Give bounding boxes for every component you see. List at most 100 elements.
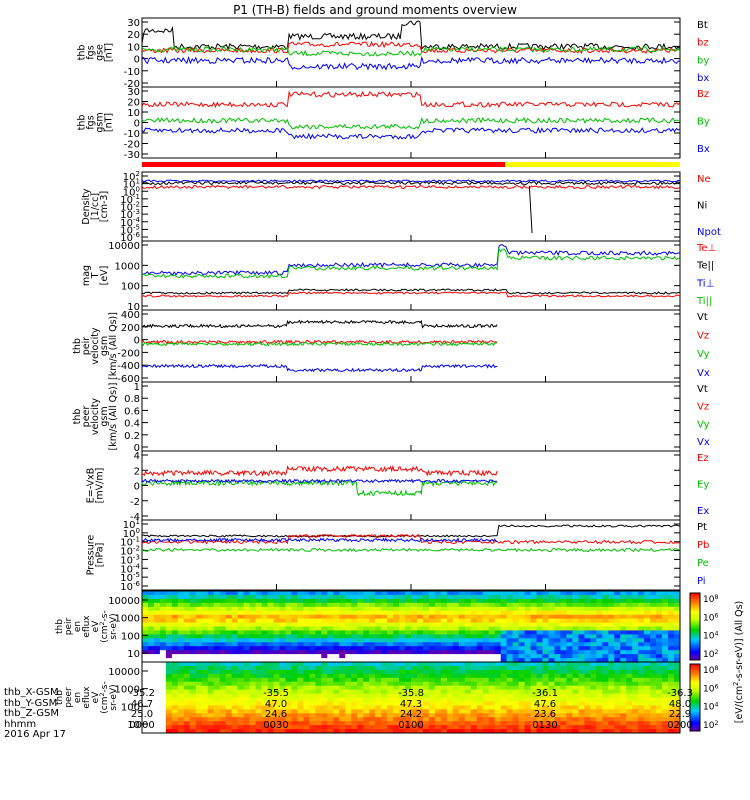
spec-cell-peir_spec <box>154 646 161 651</box>
spec-cell-peer_spec <box>207 729 215 734</box>
ytick-label-peir_velocity: -600 <box>117 374 140 385</box>
spec-cell-peir_spec <box>285 618 292 623</box>
spec-cell-peir_spec <box>494 642 502 647</box>
spec-cell-peir_spec <box>309 658 316 663</box>
spec-cell-peer_spec <box>494 713 502 718</box>
spec-cell-peer_spec <box>387 725 394 730</box>
spec-cell-peir_spec <box>321 598 328 604</box>
spec-cell-peer_spec <box>381 685 388 691</box>
spec-cell-peir_spec <box>177 618 185 623</box>
spec-cell-peer_spec <box>351 725 358 730</box>
spec-cell-peir_spec <box>255 602 263 608</box>
spec-cell-peer_spec <box>231 669 239 675</box>
spec-cell-peir_spec <box>285 650 292 655</box>
spec-cell-peir_spec <box>231 650 239 655</box>
spec-cell-peer_spec <box>530 685 538 691</box>
spec-cell-peir_spec <box>303 591 310 596</box>
spec-cell-peer_spec <box>381 677 388 683</box>
ytick-label-peir_spec: 10 <box>127 649 140 660</box>
spec-cell-peir_spec <box>417 626 424 631</box>
spec-cell-peir_spec <box>662 594 669 600</box>
spec-cell-peir_spec <box>560 602 567 608</box>
spec-cell-peir_spec <box>165 626 173 631</box>
spec-cell-peer_spec <box>440 677 448 683</box>
spec-cell-peir_spec <box>148 638 155 643</box>
spec-cell-peer_spec <box>530 705 538 710</box>
spec-cell-peer_spec <box>249 717 257 722</box>
spec-cell-peir_spec <box>261 646 269 651</box>
spec-cell-peir_spec <box>243 642 251 647</box>
spec-cell-peir_spec <box>159 658 167 663</box>
spec-cell-peir_spec <box>207 614 215 620</box>
spec-cell-peir_spec <box>626 642 633 647</box>
spec-cell-peir_spec <box>632 610 639 616</box>
spec-cell-peir_spec <box>369 591 376 596</box>
spec-cell-peer_spec <box>423 697 430 702</box>
spec-cell-peir_spec <box>572 654 579 659</box>
spec-cell-peir_spec <box>285 614 292 620</box>
spec-cell-peer_spec <box>261 725 269 730</box>
spec-cell-peir_spec <box>159 642 167 647</box>
spec-cell-peer_spec <box>249 677 257 683</box>
spec-cell-peir_spec <box>357 602 364 608</box>
spec-cell-peir_spec <box>662 658 669 663</box>
spec-cell-peir_spec <box>243 594 251 600</box>
spec-cell-peir_spec <box>530 638 538 643</box>
spec-cell-peir_spec <box>662 646 669 651</box>
spec-cell-peer_spec <box>333 681 340 687</box>
spec-cell-peer_spec <box>297 705 304 710</box>
spec-cell-peir_spec <box>458 650 466 655</box>
spec-cell-peir_spec <box>548 618 555 623</box>
spec-cell-peer_spec <box>309 665 316 671</box>
spec-cell-peir_spec <box>434 610 442 616</box>
spec-cell-peir_spec <box>225 606 233 612</box>
spec-cell-peer_spec <box>434 693 442 698</box>
spec-cell-peir_spec <box>148 618 155 623</box>
spec-cell-peir_spec <box>279 591 286 596</box>
spec-cell-peir_spec <box>363 598 370 604</box>
spec-cell-peir_spec <box>387 610 394 616</box>
spec-cell-peir_spec <box>656 602 663 608</box>
spec-cell-peer_spec <box>351 705 358 710</box>
spec-cell-peir_spec <box>614 658 621 663</box>
spec-cell-peer_spec <box>590 729 597 734</box>
spec-cell-peir_spec <box>506 614 514 620</box>
spec-cell-peir_spec <box>417 602 424 608</box>
spec-cell-peer_spec <box>333 713 340 718</box>
spec-cell-peir_spec <box>291 618 298 623</box>
spec-cell-peer_spec <box>315 681 322 687</box>
spec-cell-peir_spec <box>524 606 532 612</box>
spec-cell-peir_spec <box>554 618 561 623</box>
spec-cell-peer_spec <box>620 673 627 679</box>
spec-cell-peir_spec <box>668 614 675 620</box>
spec-cell-peer_spec <box>524 665 532 671</box>
spec-cell-peer_spec <box>207 693 215 698</box>
spec-cell-peer_spec <box>626 725 633 730</box>
ylabel-peer_spec: sr-eV) <box>109 684 119 710</box>
spec-cell-peer_spec <box>291 729 298 734</box>
spec-cell-peir_spec <box>225 658 233 663</box>
spec-cell-peer_spec <box>596 713 603 718</box>
spec-cell-peer_spec <box>566 662 573 667</box>
spec-cell-peir_spec <box>530 650 538 655</box>
spec-cell-peir_spec <box>428 638 436 643</box>
spec-cell-peir_spec <box>494 650 502 655</box>
spec-cell-peer_spec <box>357 717 364 722</box>
spec-cell-peer_spec <box>321 725 328 730</box>
colorbar-tick-peer_spec: 102 <box>703 720 718 732</box>
spec-cell-peer_spec <box>405 709 412 714</box>
spec-cell-peir_spec <box>578 614 585 620</box>
spec-cell-peir_spec <box>638 622 645 627</box>
spec-cell-peir_spec <box>363 594 370 600</box>
ylabel-fgs_gse: [nT] <box>104 43 115 62</box>
spec-cell-peer_spec <box>632 721 639 726</box>
legend-fgs_gse-by: by <box>697 55 709 66</box>
spec-cell-peir_spec <box>159 630 167 635</box>
spec-cell-peir_spec <box>566 630 573 635</box>
spec-cell-peir_spec <box>554 598 561 604</box>
spec-cell-peir_spec <box>626 626 633 631</box>
spec-cell-peir_spec <box>369 594 376 600</box>
spec-cell-peir_spec <box>327 654 334 659</box>
spec-cell-peir_spec <box>255 646 263 651</box>
spec-cell-peer_spec <box>171 665 179 671</box>
